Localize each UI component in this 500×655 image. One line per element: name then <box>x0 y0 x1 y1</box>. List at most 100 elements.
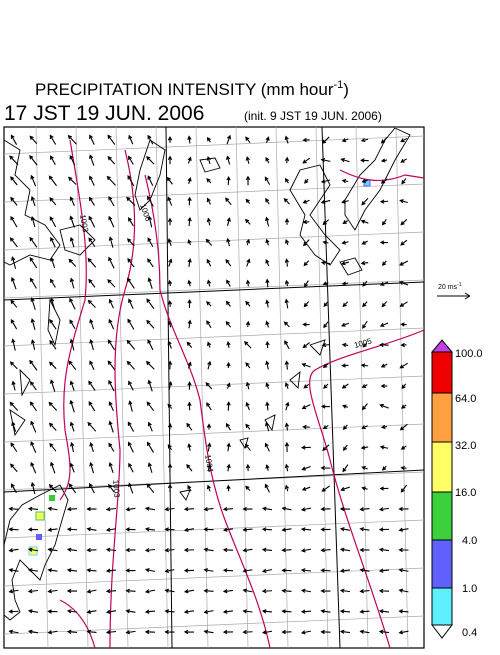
wind-arrow <box>242 527 253 532</box>
wind-arrow <box>303 301 309 308</box>
wind-arrow <box>50 278 56 288</box>
wind-arrow <box>206 402 212 411</box>
wind-arrow <box>320 506 331 512</box>
init-time: (init. 9 JST 19 JUN. 2006) <box>244 109 382 123</box>
wind-arrow <box>167 279 173 287</box>
wind-arrow <box>382 465 387 471</box>
wind-arrow <box>379 199 389 204</box>
wind-arrow <box>265 421 270 432</box>
wind-arrow <box>400 137 408 143</box>
wind-arrow <box>265 238 270 246</box>
wind-arrow <box>144 629 156 635</box>
wind-arrow <box>304 280 309 288</box>
wind-arrow <box>281 629 292 635</box>
wind-arrow <box>226 484 231 492</box>
wind-arrow <box>284 340 290 350</box>
wind-arrow <box>285 238 290 246</box>
wind-arrow <box>146 319 155 329</box>
wind-arrow <box>222 629 234 635</box>
wind-arrow <box>322 425 329 430</box>
wind-arrow <box>66 609 78 614</box>
wind-arrow <box>29 257 38 269</box>
wind-arrow <box>69 421 75 432</box>
wind-arrow <box>320 588 331 594</box>
wind-arrow <box>222 589 234 594</box>
coastline <box>339 257 363 276</box>
wind-arrow <box>300 568 312 573</box>
wind-arrow <box>361 197 369 206</box>
wind-arrow <box>10 299 18 308</box>
wind-arrow <box>69 277 75 289</box>
wind-arrow <box>167 483 173 493</box>
wind-arrow <box>284 484 290 492</box>
wind-arrow <box>265 401 270 411</box>
coastline <box>179 339 326 501</box>
wind-arrow <box>378 527 390 532</box>
wind-arrow <box>301 466 311 471</box>
wind-arrow <box>245 300 251 307</box>
wind-arrow <box>379 486 389 491</box>
isobar-label: 1003 <box>111 479 122 498</box>
colorbar-cap <box>430 339 454 353</box>
wind-arrow <box>48 483 57 493</box>
wind-arrow <box>398 547 409 553</box>
wind-arrow <box>183 629 195 635</box>
wind-arrow <box>108 379 115 392</box>
wind-arrow <box>147 462 153 473</box>
wind-arrow <box>399 362 408 369</box>
wind-arrow <box>398 609 409 614</box>
wind-arrow <box>379 342 389 348</box>
wind-arrow <box>380 363 388 368</box>
grid-line <box>3 135 425 155</box>
wind-arrow <box>379 240 388 245</box>
wind-arrow <box>107 339 116 351</box>
wind-arrow <box>245 238 251 246</box>
map-frame <box>3 126 425 649</box>
wind-arrow <box>89 175 95 186</box>
wind-arrow <box>284 441 290 452</box>
wind-arrow <box>303 260 310 267</box>
wind-arrow <box>322 281 329 286</box>
wind-arrow <box>11 338 16 351</box>
wind-arrow <box>206 156 211 165</box>
wind-arrow <box>147 237 154 248</box>
wind-arrow <box>29 401 37 412</box>
wind-arrow <box>245 423 251 430</box>
wind-arrow <box>49 197 57 206</box>
wind-arrow <box>86 568 97 573</box>
wind-arrow <box>144 527 156 532</box>
valid-time: 17 JST 19 JUN. 2006 <box>4 102 204 125</box>
wind-arrow <box>47 609 58 614</box>
coastline <box>3 139 61 266</box>
wind-arrow <box>359 589 370 594</box>
wind-arrow <box>245 485 251 491</box>
wind-arrow <box>10 196 18 206</box>
wind-arrow <box>206 217 212 226</box>
wind-arrow <box>107 360 116 370</box>
wind-arrow <box>66 547 78 552</box>
wind-arrow <box>8 589 19 594</box>
wind-arrow <box>10 442 18 453</box>
wind-arrow <box>323 321 329 329</box>
coastline <box>289 164 341 266</box>
wind-arrow <box>226 279 231 287</box>
wind-arrow <box>107 155 116 165</box>
wind-arrow <box>226 237 231 247</box>
wind-arrow <box>48 422 57 431</box>
wind-arrow <box>283 321 290 328</box>
wind-arrow <box>284 258 290 267</box>
wind-arrow <box>10 176 18 186</box>
wind-arrow <box>49 134 57 145</box>
wind-arrow <box>49 339 57 350</box>
wind-arrow <box>281 547 292 553</box>
wind-arrow <box>50 257 56 269</box>
wind-arrow <box>242 609 253 614</box>
wind-arrow <box>147 339 154 351</box>
wind-arrow <box>381 219 387 226</box>
wind-arrow <box>69 338 75 351</box>
wind-arrow <box>320 260 331 265</box>
wind-arrow <box>322 219 330 226</box>
wind-arrow <box>69 236 75 248</box>
wind-arrow <box>245 175 251 186</box>
wind-arrow <box>341 138 349 143</box>
